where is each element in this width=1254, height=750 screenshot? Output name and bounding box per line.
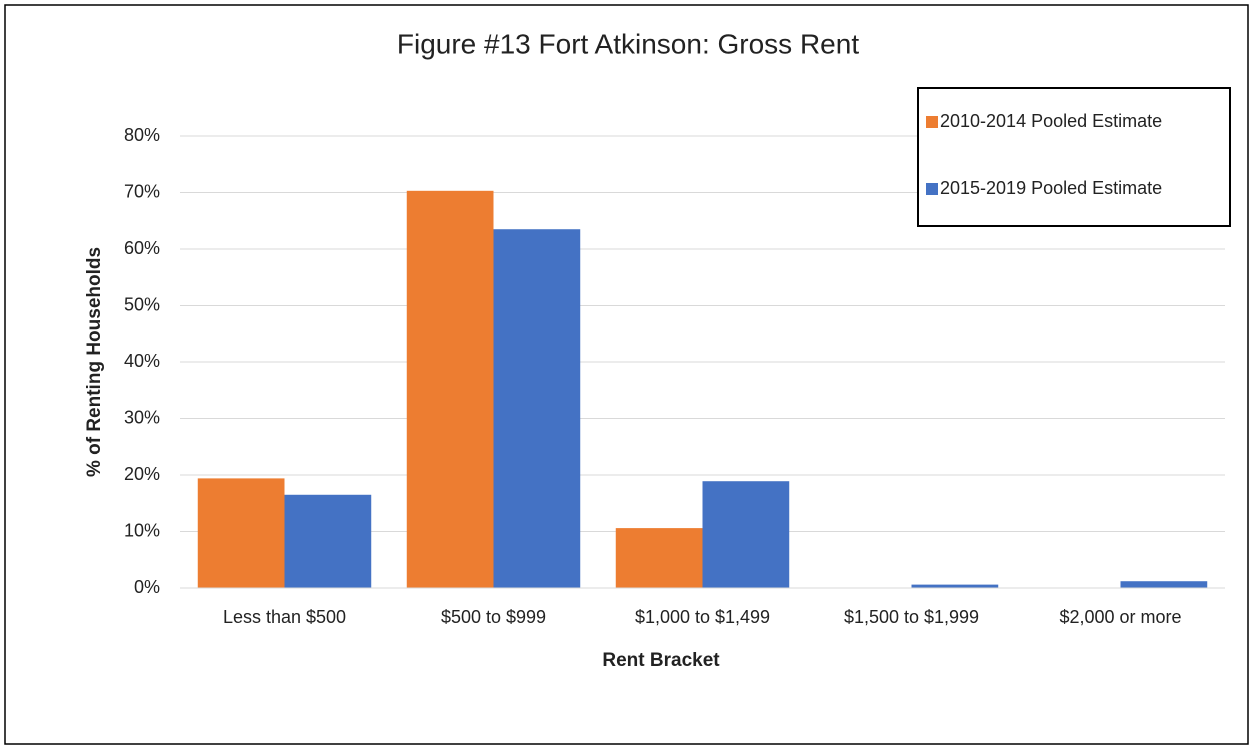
bar xyxy=(406,190,494,588)
y-axis-label: % of Renting Households xyxy=(84,247,105,477)
legend-swatch xyxy=(926,116,938,128)
y-tick-label: 50% xyxy=(124,294,160,314)
y-tick-label: 10% xyxy=(124,520,160,540)
x-tick-label: $1,000 to $1,499 xyxy=(635,607,770,627)
legend-label: 2010-2014 Pooled Estimate xyxy=(940,111,1162,131)
y-tick-label: 0% xyxy=(134,577,160,597)
x-tick-label: Less than $500 xyxy=(223,607,346,627)
x-tick-label: $500 to $999 xyxy=(441,607,546,627)
legend-swatch xyxy=(926,183,938,195)
y-tick-label: 70% xyxy=(124,181,160,201)
y-tick-label: 30% xyxy=(124,407,160,427)
y-tick-label: 40% xyxy=(124,351,160,371)
bar xyxy=(284,494,372,588)
legend-box xyxy=(917,87,1231,227)
x-axis-label: Rent Bracket xyxy=(602,650,720,671)
legend-label: 2015-2019 Pooled Estimate xyxy=(940,178,1162,198)
bar xyxy=(911,584,999,588)
y-tick-label: 60% xyxy=(124,238,160,258)
x-tick-label: $1,500 to $1,999 xyxy=(844,607,979,627)
bar xyxy=(197,478,285,588)
bar xyxy=(702,481,790,588)
chart-title: Figure #13 Fort Atkinson: Gross Rent xyxy=(397,28,859,59)
bar xyxy=(615,528,703,588)
y-tick-label: 20% xyxy=(124,464,160,484)
x-tick-label: $2,000 or more xyxy=(1059,607,1181,627)
y-tick-label: 80% xyxy=(124,125,160,145)
bar xyxy=(493,229,581,588)
bar xyxy=(1120,581,1208,588)
